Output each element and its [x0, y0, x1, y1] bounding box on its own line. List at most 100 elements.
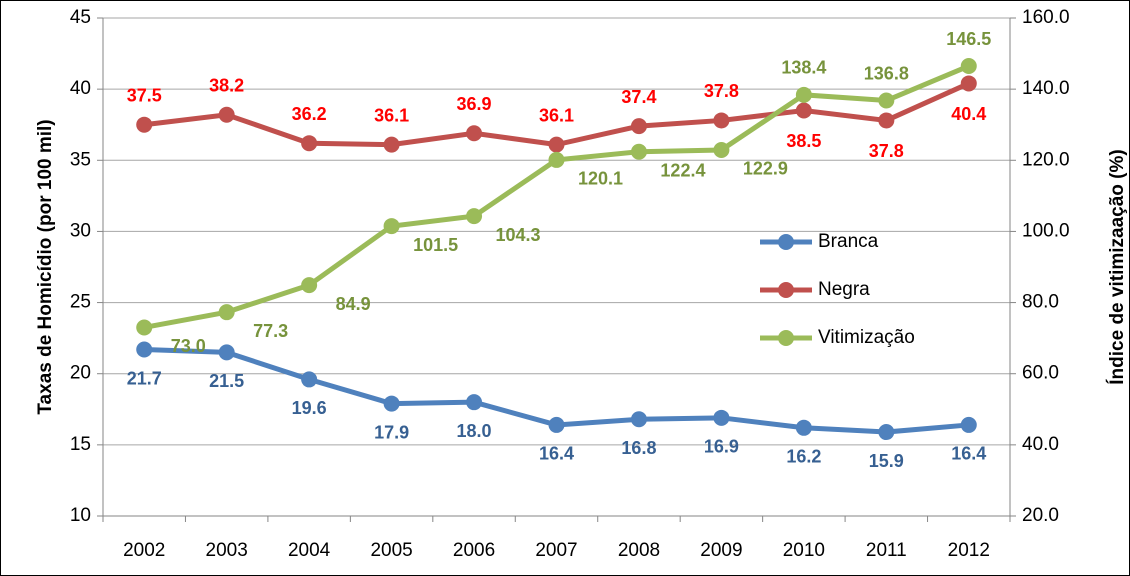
marker: [218, 344, 235, 361]
y-tick-label: 35: [70, 149, 91, 170]
y-tick-label: 40: [70, 78, 91, 99]
y2-tick-label: 100.0: [1022, 220, 1070, 241]
marker: [218, 106, 235, 123]
data-label: 77.3: [253, 321, 288, 341]
data-label: 16.2: [786, 447, 821, 467]
data-label: 36.2: [292, 104, 327, 124]
y2-tick-label: 80.0: [1022, 292, 1059, 313]
marker: [960, 58, 977, 75]
data-label: 37.4: [621, 87, 656, 107]
y-axis-label: Taxas de Homicídio (por 100 mil): [35, 119, 56, 414]
marker: [630, 411, 647, 428]
y2-tick-label: 140.0: [1022, 78, 1070, 99]
legend-marker: [778, 234, 794, 250]
x-tick-label: 2010: [783, 540, 825, 561]
data-label: 146.5: [946, 29, 991, 49]
data-label: 122.4: [660, 160, 705, 180]
marker: [713, 141, 730, 158]
data-label: 104.3: [496, 225, 541, 245]
legend-marker: [778, 330, 794, 346]
x-tick-label: 2009: [700, 540, 742, 561]
x-tick-label: 2002: [123, 540, 165, 561]
data-label: 122.9: [743, 159, 788, 179]
marker: [795, 102, 812, 119]
marker: [383, 136, 400, 153]
data-label: 38.2: [209, 76, 244, 96]
marker: [795, 419, 812, 436]
marker: [713, 112, 730, 129]
data-label: 19.6: [292, 398, 327, 418]
marker: [795, 86, 812, 103]
marker: [960, 416, 977, 433]
data-label: 16.8: [621, 438, 656, 458]
y-tick-label: 30: [70, 220, 91, 241]
data-label: 37.8: [704, 81, 739, 101]
legend-label: Branca: [818, 231, 879, 252]
y-tick-label: 10: [70, 505, 91, 526]
marker: [548, 416, 565, 433]
y2-tick-label: 120.0: [1022, 149, 1070, 170]
y2-tick-label: 40.0: [1022, 434, 1059, 455]
data-label: 16.4: [951, 444, 986, 464]
legend-label: Vitimização: [818, 327, 915, 348]
data-label: 84.9: [336, 294, 371, 314]
marker: [301, 277, 318, 294]
marker: [548, 136, 565, 153]
marker: [301, 371, 318, 388]
legend-marker: [778, 282, 794, 298]
x-tick-label: 2011: [866, 540, 907, 561]
y-tick-label: 15: [70, 434, 91, 455]
marker: [878, 92, 895, 109]
marker: [301, 135, 318, 152]
y2-tick-label: 60.0: [1022, 363, 1059, 384]
marker: [466, 125, 483, 142]
x-tick-label: 2004: [288, 540, 331, 561]
marker: [136, 319, 153, 336]
data-label: 16.4: [539, 444, 574, 464]
marker: [630, 118, 647, 135]
marker: [878, 424, 895, 441]
marker: [136, 116, 153, 133]
data-label: 40.4: [951, 104, 986, 124]
data-label: 120.1: [578, 169, 623, 189]
marker: [878, 112, 895, 129]
marker: [466, 208, 483, 225]
y-tick-label: 20: [70, 363, 91, 384]
data-label: 36.1: [374, 105, 409, 125]
y2-axis-label: Índice de vitimizaação (%): [1106, 149, 1128, 384]
data-label: 17.9: [374, 422, 409, 442]
x-tick-label: 2012: [948, 540, 990, 561]
data-label: 136.8: [864, 63, 909, 83]
data-label: 21.5: [209, 371, 244, 391]
x-tick-label: 2005: [370, 540, 412, 561]
data-label: 138.4: [781, 58, 826, 78]
data-label: 38.5: [786, 131, 821, 151]
marker: [383, 395, 400, 412]
marker: [383, 218, 400, 235]
x-tick-label: 2006: [453, 540, 495, 561]
data-label: 21.7: [127, 368, 162, 388]
y2-tick-label: 160.0: [1022, 7, 1070, 28]
legend-label: Negra: [818, 279, 870, 300]
data-label: 101.5: [413, 235, 458, 255]
y2-tick-label: 20.0: [1022, 505, 1059, 526]
marker: [548, 151, 565, 168]
data-label: 37.8: [869, 141, 904, 161]
x-tick-label: 2007: [535, 540, 577, 561]
marker: [713, 409, 730, 426]
data-label: 73.0: [171, 336, 206, 356]
data-label: 37.5: [127, 85, 162, 105]
marker: [466, 394, 483, 411]
data-label: 16.9: [704, 437, 739, 457]
marker: [218, 304, 235, 321]
data-label: 36.1: [539, 105, 574, 125]
data-label: 36.9: [457, 94, 492, 114]
x-tick-label: 2003: [206, 540, 248, 561]
y-tick-label: 45: [70, 7, 91, 28]
data-label: 18.0: [457, 421, 492, 441]
marker: [136, 341, 153, 358]
x-tick-label: 2008: [618, 540, 660, 561]
marker: [960, 75, 977, 92]
y-tick-label: 25: [70, 292, 91, 313]
data-label: 15.9: [869, 451, 904, 471]
